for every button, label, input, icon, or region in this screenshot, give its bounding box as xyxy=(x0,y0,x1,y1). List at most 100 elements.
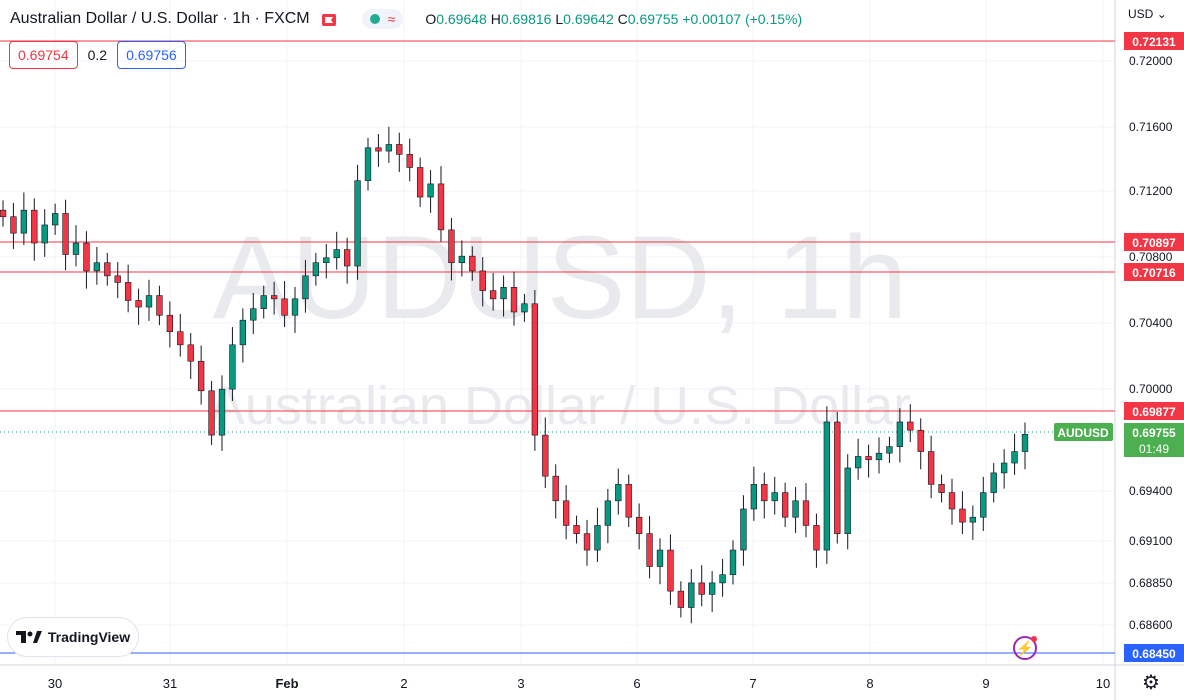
candle-body xyxy=(124,282,132,301)
notification-dot xyxy=(1031,636,1037,642)
candle-body xyxy=(489,290,497,300)
x-tick-label: 8 xyxy=(866,676,873,691)
currency-selector[interactable]: USD ⌄ xyxy=(1128,7,1167,21)
candle-body xyxy=(719,574,726,584)
candle-body xyxy=(521,303,528,313)
candle-body xyxy=(364,147,372,181)
level-price-tag xyxy=(1124,263,1184,281)
candle-body xyxy=(750,484,758,510)
x-tick-label: 31 xyxy=(163,676,177,691)
candle-body xyxy=(667,549,674,592)
candle-body xyxy=(291,298,299,316)
candle-body xyxy=(208,390,215,436)
candle-body xyxy=(927,451,935,485)
candle-body xyxy=(875,452,883,461)
last-price-label: 0.69755 xyxy=(1132,426,1176,440)
candle-body xyxy=(156,295,163,316)
spread-value: 0.2 xyxy=(87,47,108,63)
y-tick-label: 0.68600 xyxy=(1129,618,1173,632)
candle-body xyxy=(771,492,778,502)
candle-body xyxy=(781,492,789,518)
x-tick-label: 30 xyxy=(48,676,62,691)
candle-body xyxy=(573,525,580,534)
candle-body xyxy=(135,300,142,308)
candle-body xyxy=(333,249,340,259)
candle-body xyxy=(416,167,424,198)
candle-body xyxy=(708,582,716,595)
candle-body xyxy=(396,144,403,155)
candle-body xyxy=(552,475,559,502)
candle-body xyxy=(104,262,111,277)
candle-body xyxy=(625,484,632,518)
tradingview-logo-text: TradingView xyxy=(47,629,131,645)
tradingview-logo[interactable]: TradingView xyxy=(8,618,138,656)
candle-body xyxy=(615,484,622,502)
y-tick-label: 0.71600 xyxy=(1129,120,1173,134)
x-tick-label: 2 xyxy=(400,676,407,691)
x-tick-label: 7 xyxy=(749,676,756,691)
indicator-pill[interactable]: ≈ xyxy=(361,9,404,29)
last-price-tag xyxy=(1124,423,1184,457)
candle-body xyxy=(917,429,924,452)
candle-body xyxy=(479,270,486,291)
gear-icon[interactable]: ⚙ xyxy=(1142,672,1160,694)
candle-body xyxy=(1021,434,1029,452)
symbol-header: Australian Dollar / U.S. Dollar · 1h · F… xyxy=(10,9,802,29)
candle-body xyxy=(114,275,121,283)
candle-body xyxy=(145,295,153,308)
candle-body xyxy=(688,582,695,608)
close-value: 0.69755 xyxy=(627,11,679,27)
low-value: 0.69642 xyxy=(563,11,614,27)
candle-body xyxy=(604,500,612,526)
ohlc-readout: O0.69648 H0.69816 L0.69642 C0.69755 +0.0… xyxy=(425,11,802,27)
candle-body xyxy=(427,183,434,198)
level-price-label: 0.68450 xyxy=(1132,647,1176,661)
level-price-label: 0.70716 xyxy=(1132,266,1176,280)
candle-body xyxy=(834,421,841,534)
candle-body xyxy=(896,421,904,447)
candle-body xyxy=(239,319,247,346)
candle-body xyxy=(250,308,257,321)
x-tick-label: 3 xyxy=(517,676,524,691)
level-price-label: 0.72131 xyxy=(1132,35,1176,49)
open-value: 0.69648 xyxy=(436,11,487,27)
candle-body xyxy=(583,533,591,551)
lightning-icon[interactable]: ⚡ xyxy=(1013,636,1037,660)
x-tick-label: 6 xyxy=(633,676,640,691)
y-tick-label: 0.72000 xyxy=(1129,54,1173,68)
candle-body xyxy=(41,224,48,244)
candle-body xyxy=(229,344,236,390)
open-label: O xyxy=(425,11,437,27)
candle-body xyxy=(1000,462,1008,474)
watermark-symbol: AUDUSD, 1h xyxy=(212,212,907,344)
symbol-title[interactable]: Australian Dollar / U.S. Dollar · 1h · F… xyxy=(10,10,310,27)
x-tick-label: 9 xyxy=(982,676,989,691)
flag-icon[interactable] xyxy=(321,13,336,26)
level-price-label: 0.69877 xyxy=(1132,405,1176,419)
currency-label: USD xyxy=(1128,7,1154,21)
sell-button[interactable]: 0.69754 xyxy=(9,41,78,69)
candle-body xyxy=(62,213,69,255)
bid-ask-panel: 0.69754 0.2 0.69756 xyxy=(9,41,186,69)
candle-body xyxy=(281,298,288,316)
symbol-tag-label: AUDUSD xyxy=(1057,426,1109,440)
y-tick-label: 0.69100 xyxy=(1129,534,1173,548)
buy-button[interactable]: 0.69756 xyxy=(117,41,186,69)
close-label: C xyxy=(617,11,628,27)
countdown-label: 01:49 xyxy=(1139,442,1169,456)
candle-body xyxy=(323,257,330,264)
x-tick-label: 10 xyxy=(1096,676,1110,691)
y-tick-label: 0.71200 xyxy=(1129,184,1173,198)
candle-body xyxy=(959,508,966,523)
candle-body xyxy=(562,500,570,526)
candle-body xyxy=(197,360,205,392)
change-value: +0.00107 (+0.15%) xyxy=(682,11,803,27)
candle-body xyxy=(802,500,810,526)
candle-body xyxy=(31,209,38,244)
candle-body xyxy=(542,434,549,477)
y-tick-label: 0.69400 xyxy=(1129,484,1173,498)
candle-body xyxy=(437,183,445,231)
candle-body xyxy=(656,549,664,567)
level-price-tag xyxy=(1124,402,1184,420)
